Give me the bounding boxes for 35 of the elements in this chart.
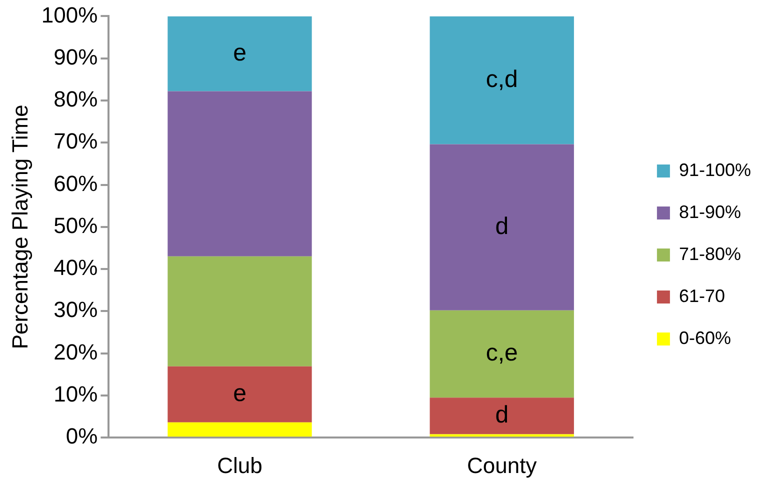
bar bbox=[430, 144, 574, 310]
bar bbox=[430, 398, 574, 434]
data-label: d bbox=[495, 212, 509, 240]
legend-label: 81-90% bbox=[678, 202, 741, 222]
bar bbox=[168, 16, 312, 92]
legend-label: 0-60% bbox=[678, 328, 731, 348]
bar bbox=[430, 310, 574, 398]
bar bbox=[430, 434, 574, 437]
data-label: e bbox=[233, 39, 246, 66]
data-label: d bbox=[495, 402, 509, 429]
bar bbox=[168, 256, 312, 366]
data-label: c,d bbox=[486, 66, 518, 93]
y-tick-label: 100% bbox=[41, 2, 98, 28]
x-tick-label: Club bbox=[217, 452, 262, 478]
bar bbox=[168, 91, 312, 256]
legend-label: 71-80% bbox=[678, 244, 741, 264]
bar bbox=[168, 422, 312, 437]
y-tick-label: 50% bbox=[54, 212, 98, 238]
y-tick-label: 70% bbox=[54, 128, 98, 154]
bar bbox=[168, 366, 312, 422]
y-axis-title: Percentage Playing Time bbox=[7, 104, 32, 350]
y-tick-label: 20% bbox=[54, 339, 98, 364]
y-tick-label: 60% bbox=[54, 170, 98, 196]
legend-label: 61-70 bbox=[678, 286, 725, 306]
y-tick-label: 80% bbox=[54, 86, 98, 112]
y-tick-label: 40% bbox=[54, 255, 98, 280]
data-label: e bbox=[233, 380, 246, 408]
y-tick-label: 90% bbox=[54, 44, 98, 70]
x-tick-label: County bbox=[467, 452, 537, 478]
legend-label: 91-100% bbox=[678, 160, 752, 180]
data-label: c,e bbox=[486, 340, 518, 367]
y-tick-label: 0% bbox=[66, 424, 98, 449]
y-tick-label: 30% bbox=[54, 297, 98, 322]
bar bbox=[430, 16, 574, 144]
y-tick-label: 10% bbox=[54, 382, 98, 407]
